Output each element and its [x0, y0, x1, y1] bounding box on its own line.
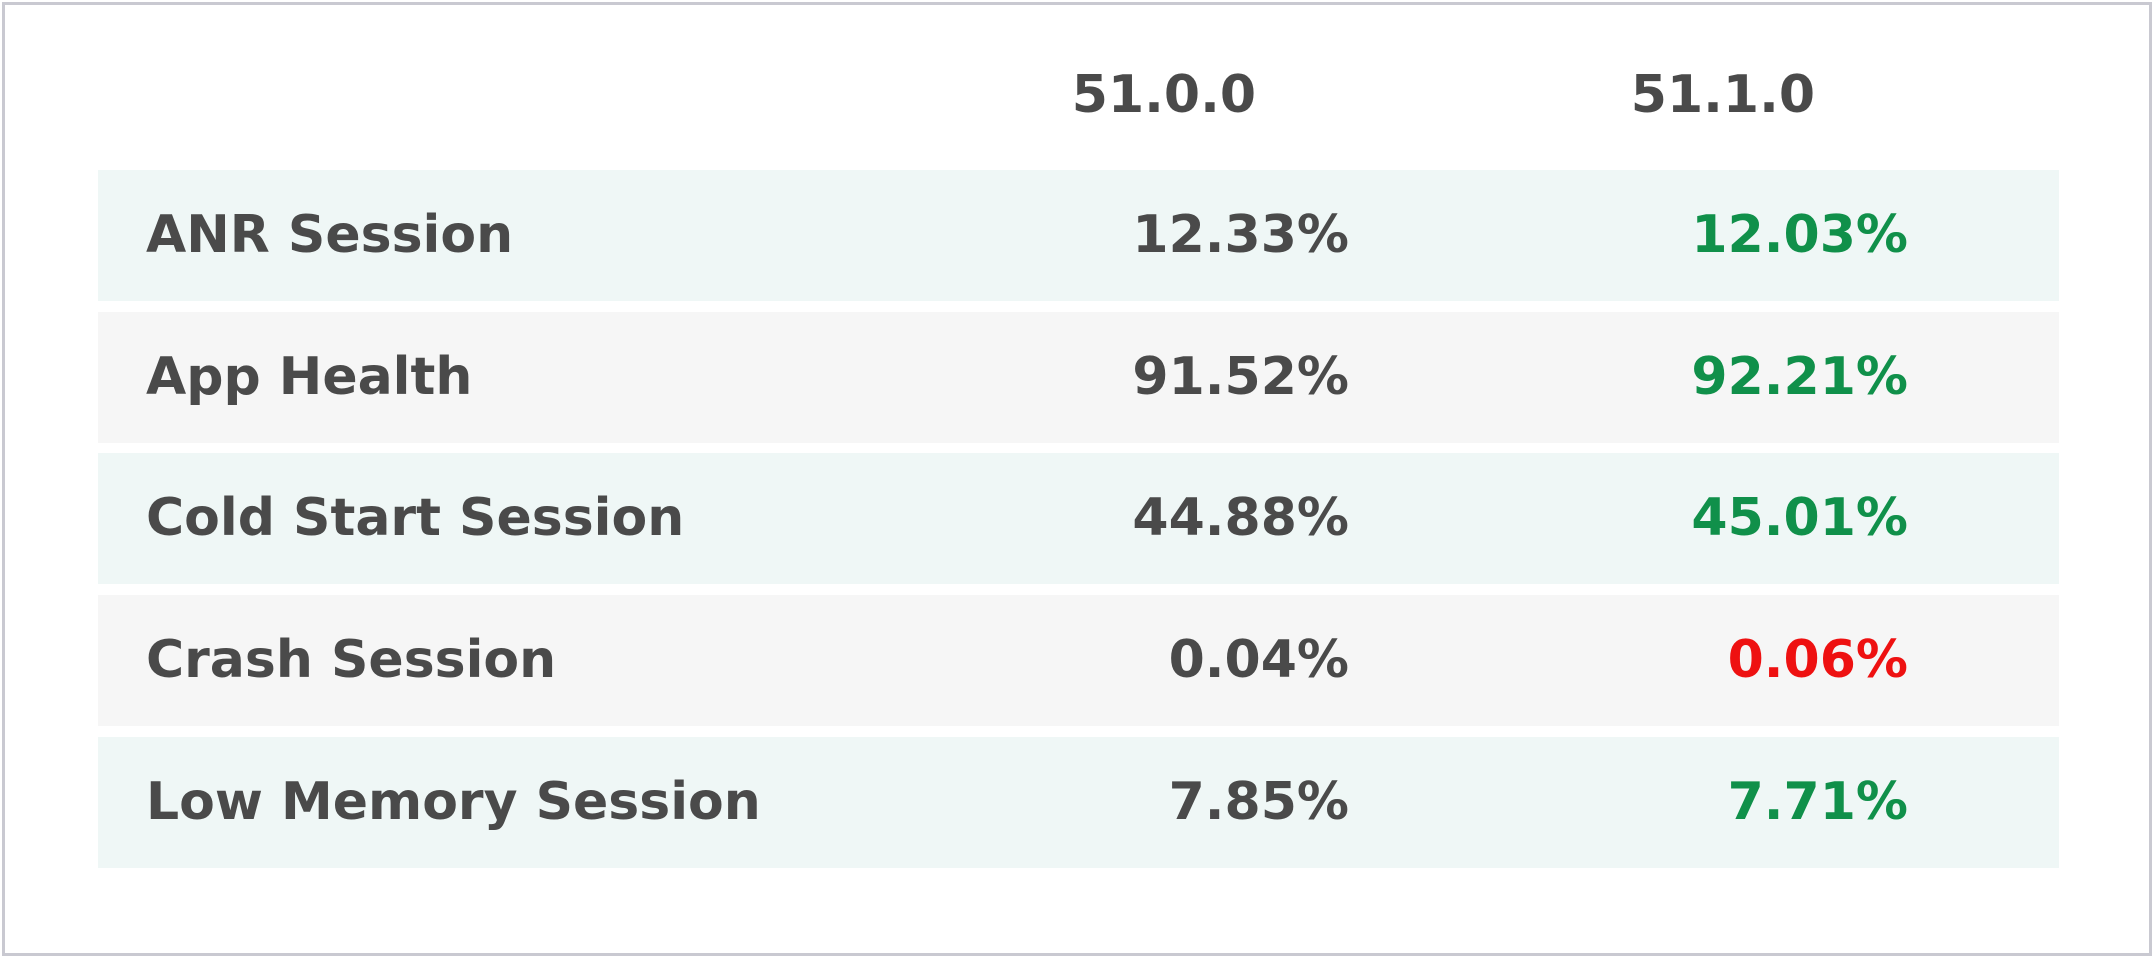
column-header: 51.1.0 [1630, 65, 1815, 125]
cell-value: 7.85% [1168, 771, 1349, 832]
cell-value: 12.03% [1691, 205, 1908, 265]
cell-value: 45.01% [1691, 488, 1908, 549]
cell-value: 91.52% [1132, 346, 1349, 407]
row-label: App Health [146, 346, 473, 407]
table-row: Crash Session 0.04% 0.06% [98, 595, 2059, 727]
column-header: 51.0.0 [1071, 65, 1256, 125]
table-row: Low Memory Session 7.85% 7.71% [98, 736, 2059, 868]
cell-value: 7.71% [1727, 771, 1908, 832]
table-row: Cold Start Session 44.88% 45.01% [98, 453, 2059, 585]
row-label: ANR Session [146, 205, 514, 265]
row-label: Low Memory Session [146, 771, 761, 832]
cell-value: 92.21% [1691, 346, 1908, 407]
table-row: App Health 91.52% 92.21% [98, 311, 2059, 443]
cell-value: 44.88% [1132, 488, 1349, 549]
cell-value: 0.04% [1168, 630, 1349, 691]
row-label: Crash Session [146, 630, 557, 691]
table-row: ANR Session 12.33% 12.03% [98, 170, 2059, 301]
row-label: Cold Start Session [146, 488, 685, 549]
cell-value: 0.06% [1727, 630, 1908, 691]
cell-value: 12.33% [1132, 205, 1349, 265]
